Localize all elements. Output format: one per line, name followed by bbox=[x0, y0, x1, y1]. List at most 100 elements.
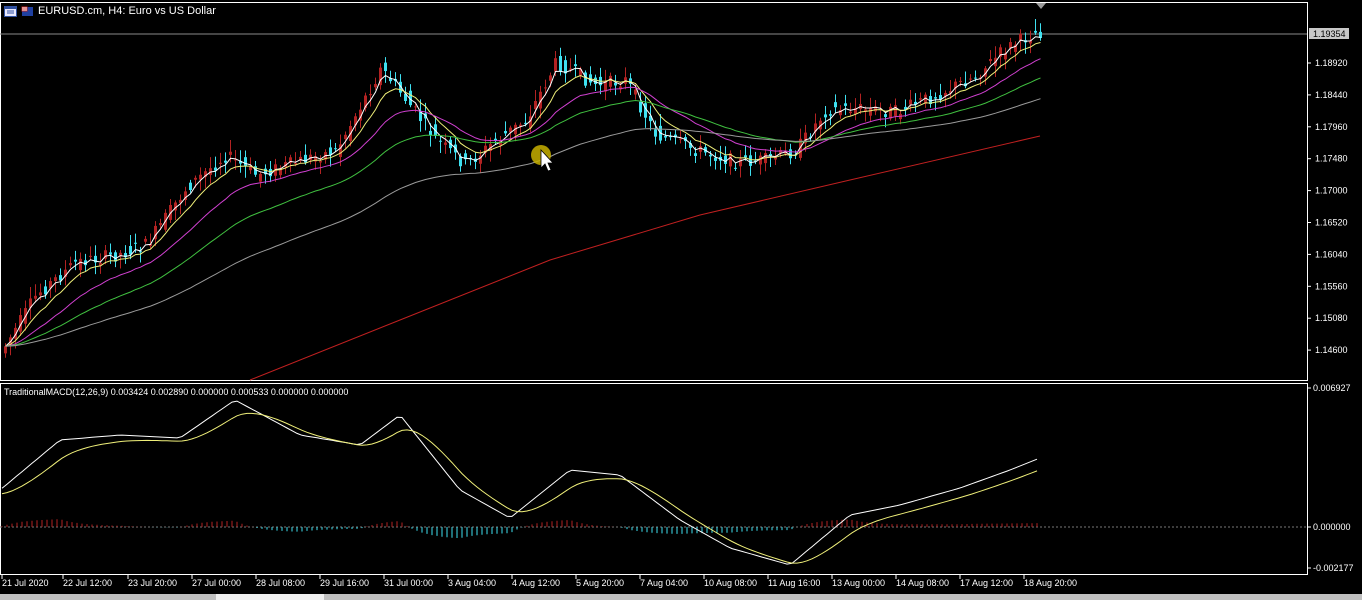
candle-body bbox=[989, 59, 992, 62]
candle-body bbox=[984, 68, 987, 77]
candle-body bbox=[294, 163, 297, 165]
candle-body bbox=[389, 78, 392, 82]
candle-body bbox=[649, 115, 652, 122]
candle-body bbox=[854, 108, 857, 115]
candle-body bbox=[64, 269, 67, 277]
candle-body bbox=[464, 153, 467, 160]
candle-body bbox=[509, 127, 512, 133]
candle-body bbox=[944, 92, 947, 97]
price-scale-label: 1.14600 bbox=[1315, 345, 1348, 355]
candle-body bbox=[99, 262, 102, 266]
candle-body bbox=[744, 155, 747, 158]
time-axis-label: 31 Jul 00:00 bbox=[384, 578, 433, 588]
candle-body bbox=[484, 145, 487, 153]
candle-body bbox=[904, 106, 907, 110]
candle-body bbox=[119, 252, 122, 257]
candle-body bbox=[329, 147, 332, 155]
candle-body bbox=[94, 255, 97, 263]
time-axis-label: 4 Aug 12:00 bbox=[512, 578, 560, 588]
candle-body bbox=[134, 242, 137, 244]
macd-main-line bbox=[1, 400, 1038, 565]
candle-body bbox=[439, 140, 442, 142]
candle-body bbox=[554, 58, 557, 72]
candle-body bbox=[34, 295, 37, 299]
chart-title: EURUSD.cm, H4: Euro vs US Dollar bbox=[38, 5, 216, 17]
candle-body bbox=[44, 286, 47, 295]
time-axis-label: 29 Jul 16:00 bbox=[320, 578, 369, 588]
candle-body bbox=[459, 156, 462, 167]
bottom-scrollbar[interactable] bbox=[0, 594, 1362, 600]
candle-body bbox=[429, 130, 432, 136]
time-axis-label: 18 Aug 20:00 bbox=[1024, 578, 1077, 588]
candle-body bbox=[159, 223, 162, 226]
candle-body bbox=[229, 151, 232, 155]
macd-scale-label: 0.006927 bbox=[1313, 383, 1351, 393]
candle-body bbox=[369, 93, 372, 96]
candle-body bbox=[344, 134, 347, 140]
candle-body bbox=[399, 81, 402, 93]
candle-body bbox=[39, 292, 42, 296]
time-axis-label: 21 Jul 2020 bbox=[2, 578, 49, 588]
time-axis-label: 3 Aug 04:00 bbox=[448, 578, 496, 588]
candle-body bbox=[844, 103, 847, 106]
candle-body bbox=[849, 111, 852, 114]
candle-body bbox=[144, 238, 147, 242]
time-axis-label: 14 Aug 08:00 bbox=[896, 578, 949, 588]
macd-histogram-group bbox=[1, 519, 1038, 538]
time-axis-label: 17 Aug 12:00 bbox=[960, 578, 1013, 588]
candle-body bbox=[699, 146, 702, 152]
candle-body bbox=[594, 77, 597, 85]
price-scale-label: 1.17960 bbox=[1315, 122, 1348, 132]
candle-body bbox=[729, 153, 732, 167]
time-axis[interactable]: 21 Jul 2020 22 Jul 12:00 23 Jul 20:00 27 Ju… bbox=[1, 575, 1077, 588]
candle-body bbox=[199, 174, 202, 180]
macd-scale[interactable]: 0.006927 0.000000 -0.002177 bbox=[1307, 383, 1354, 573]
candle-body bbox=[69, 263, 72, 266]
candle-body bbox=[179, 199, 182, 203]
candle-body bbox=[289, 157, 292, 163]
candle-body bbox=[514, 124, 517, 135]
candle-body bbox=[604, 80, 607, 92]
moving-averages-group bbox=[5, 36, 1041, 381]
candle-body bbox=[269, 168, 272, 177]
candle-body bbox=[559, 55, 562, 71]
chart-shift-marker[interactable] bbox=[1036, 3, 1046, 9]
candle-body bbox=[89, 255, 92, 257]
candle-body bbox=[174, 202, 177, 211]
candle-body bbox=[619, 86, 622, 90]
candle-body bbox=[334, 148, 337, 150]
candle-body bbox=[384, 62, 387, 72]
time-axis-label: 13 Aug 00:00 bbox=[832, 578, 885, 588]
candle-body bbox=[809, 136, 812, 138]
candle-body bbox=[234, 159, 237, 161]
candle-body bbox=[314, 156, 317, 162]
candle-body bbox=[934, 97, 937, 99]
candle-body bbox=[864, 109, 867, 112]
candle-body bbox=[1014, 44, 1017, 52]
chart-tab[interactable] bbox=[216, 594, 324, 600]
candle-body bbox=[124, 252, 127, 258]
candle-body bbox=[999, 47, 1002, 57]
candle-body bbox=[664, 136, 667, 138]
candle-body bbox=[949, 91, 952, 94]
candle-body bbox=[409, 90, 412, 106]
candle-body bbox=[644, 103, 647, 118]
candle-body bbox=[834, 102, 837, 108]
candle-body bbox=[244, 157, 247, 166]
candle-body bbox=[219, 162, 222, 165]
time-axis-label: 10 Aug 08:00 bbox=[704, 578, 757, 588]
candle-body bbox=[249, 166, 252, 171]
price-scale-label: 1.16040 bbox=[1315, 249, 1348, 259]
candle-body bbox=[364, 95, 367, 109]
price-scale[interactable]: 1.18920 1.18440 1.17960 1.17480 1.17000 1.165… bbox=[1307, 58, 1348, 355]
macd-scale-label: 0.000000 bbox=[1313, 522, 1351, 532]
candle-body bbox=[629, 78, 632, 84]
candle-body bbox=[4, 346, 7, 354]
time-axis-label: 7 Aug 04:00 bbox=[640, 578, 688, 588]
time-axis-label: 27 Jul 00:00 bbox=[192, 578, 241, 588]
candle-body bbox=[239, 161, 242, 164]
candle-body bbox=[754, 160, 757, 162]
moving-average-line bbox=[5, 98, 1041, 347]
